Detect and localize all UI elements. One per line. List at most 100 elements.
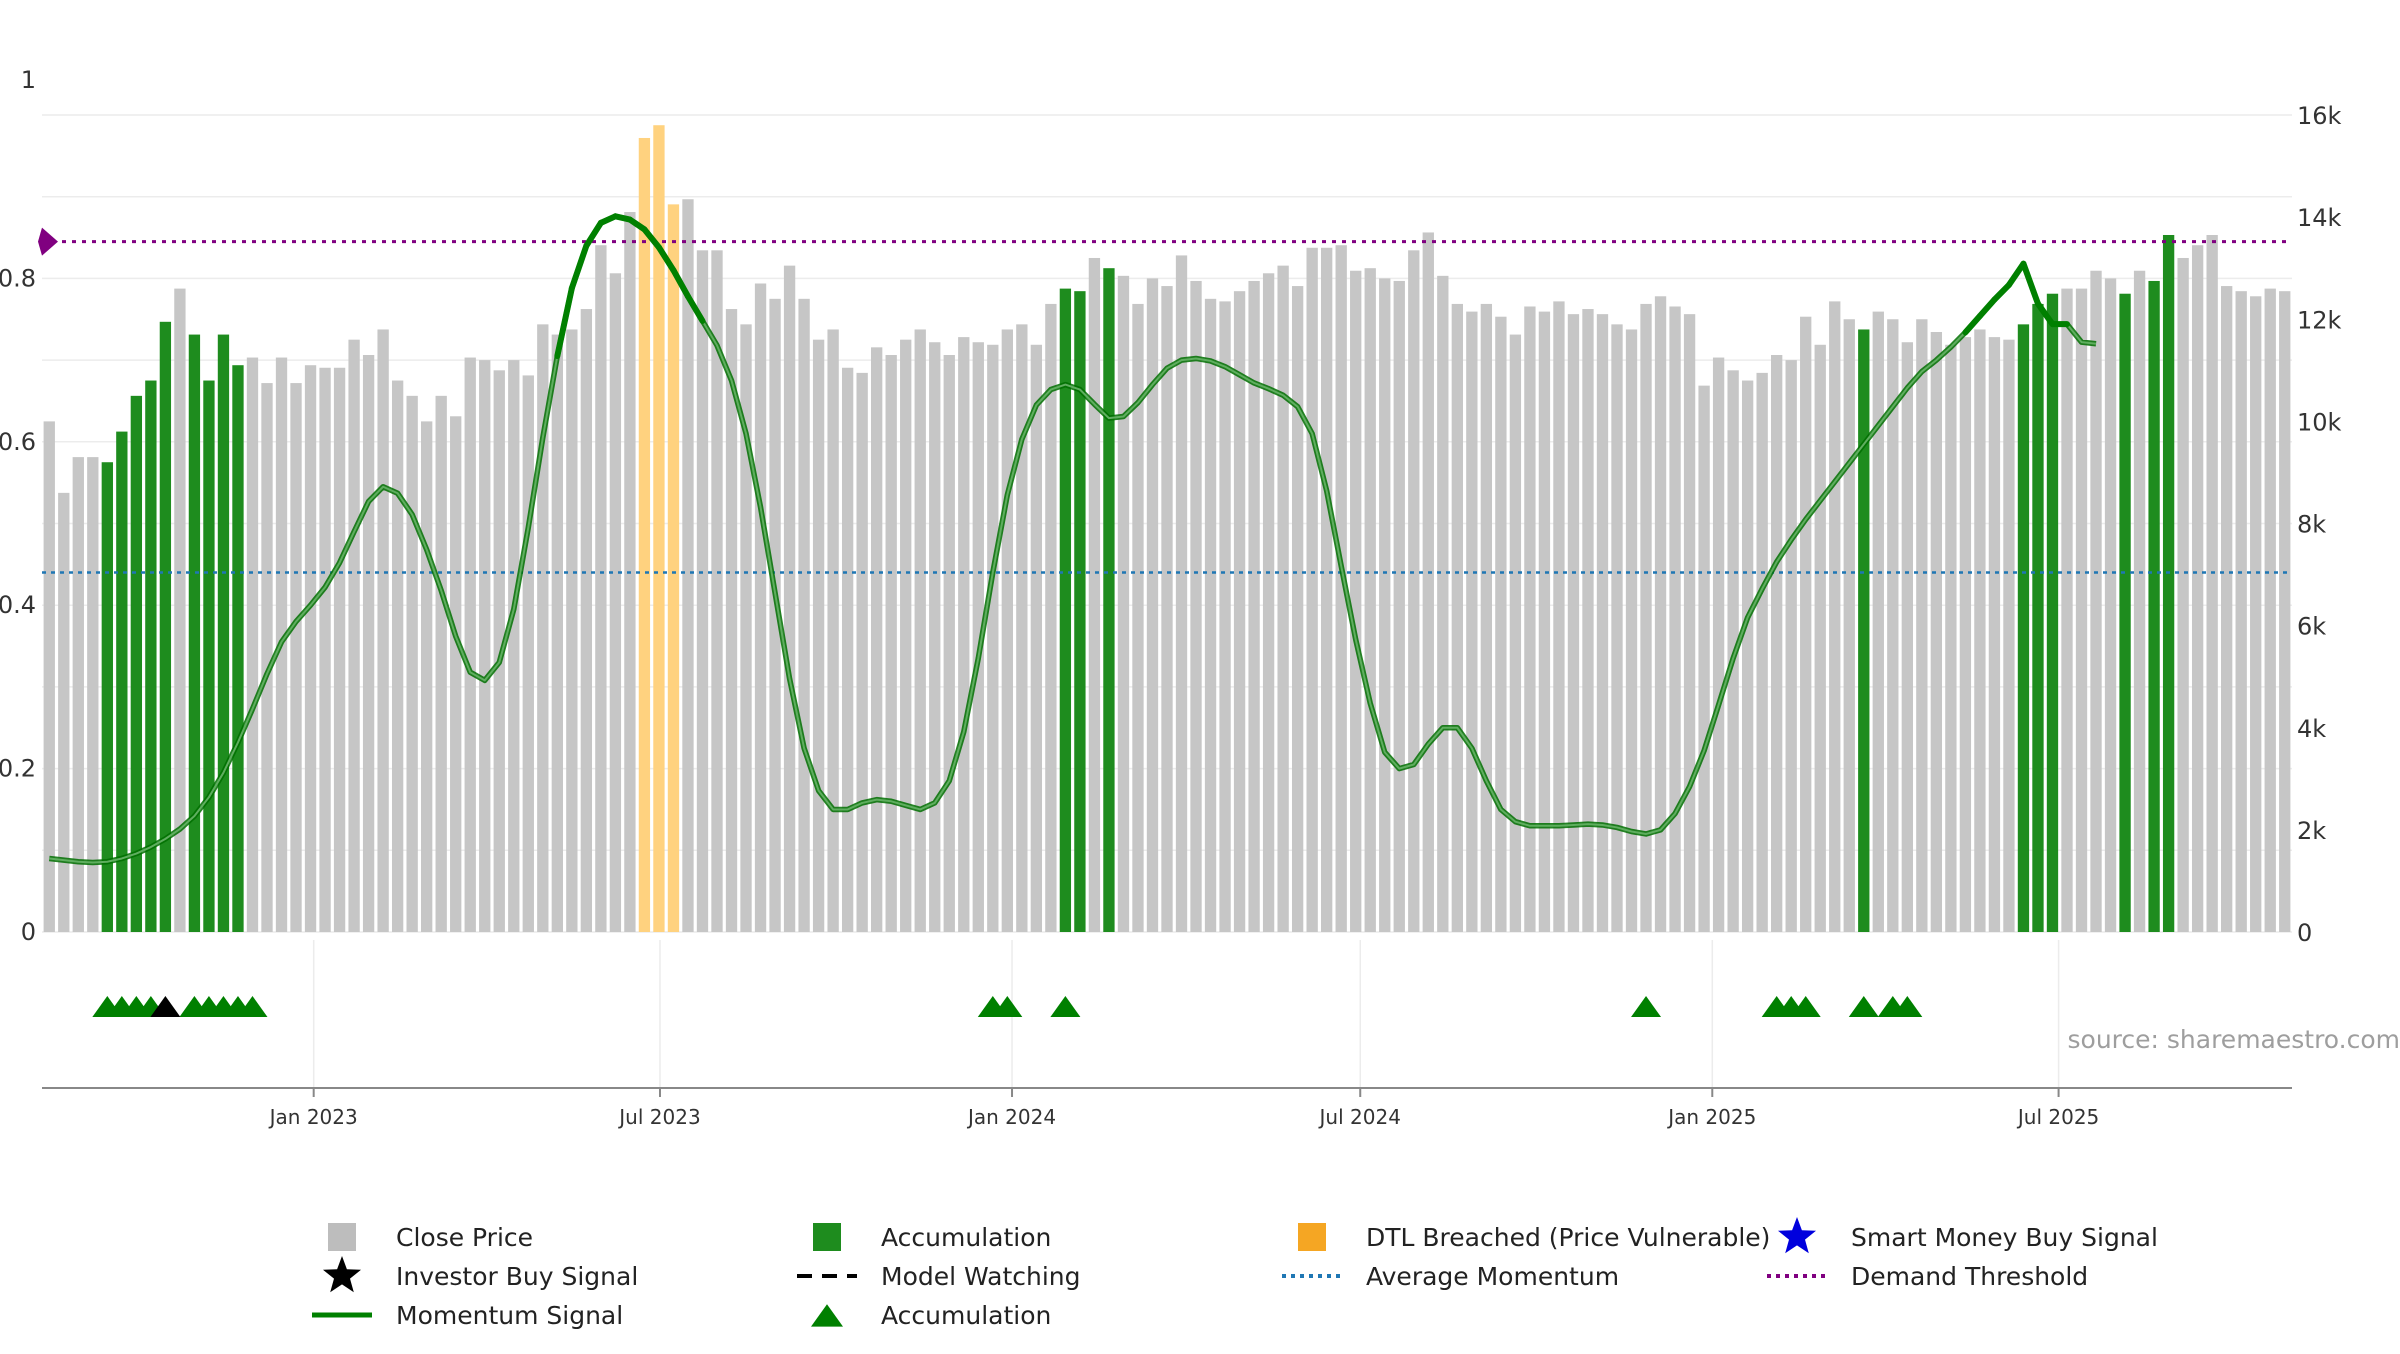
accumulation-triangle bbox=[1849, 996, 1879, 1017]
legend-item-demand: Demand Threshold bbox=[1767, 1262, 2088, 1291]
close-price-bar bbox=[915, 329, 926, 932]
close-price-bar bbox=[1989, 337, 2000, 932]
close-price-bar bbox=[2192, 245, 2203, 932]
close-price-bar bbox=[2076, 289, 2087, 932]
close-price-bar bbox=[392, 381, 403, 932]
close-price-bar bbox=[1742, 381, 1753, 932]
close-price-bar bbox=[1786, 360, 1797, 932]
close-price-bar bbox=[566, 329, 577, 932]
right-tick-label: 8k bbox=[2297, 511, 2326, 539]
close-price-bar bbox=[1205, 299, 1216, 932]
legend-item-dtl: DTL Breached (Price Vulnerable) bbox=[1298, 1223, 1770, 1252]
close-price-bar bbox=[1394, 281, 1405, 932]
close-price-bar bbox=[2090, 271, 2101, 932]
close-price-bar bbox=[1553, 301, 1564, 932]
momentum-segment bbox=[1980, 300, 1995, 316]
right-tick-label: 10k bbox=[2297, 408, 2342, 436]
accumulation-triangle bbox=[1050, 996, 1080, 1017]
right-tick-label: 4k bbox=[2297, 715, 2326, 743]
close-price-bar bbox=[1292, 286, 1303, 932]
close-price-bar bbox=[1771, 355, 1782, 932]
close-price-bar bbox=[1713, 358, 1724, 932]
close-price-bar bbox=[1916, 319, 1927, 932]
momentum-segment bbox=[572, 246, 587, 288]
close-price-bar bbox=[755, 284, 766, 932]
close-price-bar bbox=[1829, 301, 1840, 932]
close-price-bar bbox=[1510, 335, 1521, 932]
momentum-segment bbox=[2009, 264, 2024, 285]
close-price-bar bbox=[2105, 278, 2116, 932]
close-price-bar bbox=[58, 493, 69, 932]
accumulation-bar bbox=[232, 365, 243, 932]
close-price-bar bbox=[174, 289, 185, 932]
close-price-bar bbox=[319, 368, 330, 932]
legend-label: Model Watching bbox=[881, 1262, 1081, 1291]
close-price-bar bbox=[1669, 306, 1680, 932]
legend-label: Average Momentum bbox=[1366, 1262, 1619, 1291]
close-price-bar bbox=[1800, 317, 1811, 932]
left-tick-label: 0.6 bbox=[0, 428, 36, 456]
close-price-bar bbox=[377, 329, 388, 932]
close-price-bar bbox=[479, 360, 490, 932]
close-price-bar bbox=[2279, 291, 2290, 932]
legend-item-accum_tri: Accumulation bbox=[811, 1301, 1051, 1330]
close-price-bar bbox=[1031, 345, 1042, 932]
legend-label: Investor Buy Signal bbox=[396, 1262, 638, 1291]
accumulation-bar bbox=[2119, 294, 2130, 932]
close-price-bar bbox=[958, 337, 969, 932]
close-price-bar bbox=[987, 345, 998, 932]
demand-threshold-marker bbox=[38, 228, 58, 256]
close-price-bar bbox=[2236, 291, 2247, 932]
close-price-bar bbox=[1190, 281, 1201, 932]
right-tick-label: 6k bbox=[2297, 613, 2326, 641]
dtl-breached-bar bbox=[668, 204, 679, 932]
accumulation-bar bbox=[2163, 235, 2174, 932]
left-tick-label: 0.4 bbox=[0, 591, 36, 619]
price-bars bbox=[44, 125, 2291, 932]
left-axis-top-label: 1 bbox=[21, 66, 36, 94]
close-price-bar bbox=[1597, 314, 1608, 932]
close-price-bar bbox=[348, 340, 359, 932]
close-price-bar bbox=[1408, 250, 1419, 932]
accumulation-bar bbox=[2047, 294, 2058, 932]
legend-item-avg: Average Momentum bbox=[1282, 1262, 1619, 1291]
close-price-bar bbox=[552, 335, 563, 932]
close-price-bar bbox=[1045, 304, 1056, 932]
close-price-bar bbox=[1161, 286, 1172, 932]
close-price-bar bbox=[523, 375, 534, 932]
close-price-bar bbox=[2221, 286, 2232, 932]
close-price-bar bbox=[595, 245, 606, 932]
close-price-bar bbox=[247, 358, 258, 932]
close-price-bar bbox=[842, 368, 853, 932]
close-price-bar bbox=[2177, 258, 2188, 932]
close-price-bar bbox=[1452, 304, 1463, 932]
close-price-bar bbox=[1481, 304, 1492, 932]
close-price-bar bbox=[290, 383, 301, 932]
close-price-bar bbox=[929, 342, 940, 932]
legend-item-momentum: Momentum Signal bbox=[312, 1301, 623, 1330]
accumulation-bar bbox=[189, 335, 200, 932]
accumulation-bar bbox=[218, 335, 229, 932]
close-price-bar bbox=[581, 309, 592, 932]
accumulation-bar bbox=[1103, 268, 1114, 932]
close-price-bar bbox=[2250, 296, 2261, 932]
close-price-bar bbox=[1974, 329, 1985, 932]
signal-markers bbox=[92, 996, 1922, 1017]
close-price-bar bbox=[450, 416, 461, 932]
close-price-bar bbox=[798, 299, 809, 932]
close-price-bar bbox=[1263, 273, 1274, 932]
legend-item-investor: Investor Buy Signal bbox=[323, 1256, 638, 1292]
close-price-bar bbox=[2207, 235, 2218, 932]
close-price-bar bbox=[827, 329, 838, 932]
close-price-bar bbox=[2003, 340, 2014, 932]
close-price-bar bbox=[871, 347, 882, 932]
close-price-bar bbox=[1219, 301, 1230, 932]
close-price-bar bbox=[421, 421, 432, 932]
close-price-bar bbox=[1655, 296, 1666, 932]
right-tick-label: 14k bbox=[2297, 204, 2342, 232]
close-price-bar bbox=[813, 340, 824, 932]
close-price-bar bbox=[1423, 232, 1434, 932]
close-price-bar bbox=[1611, 324, 1622, 932]
close-price-bar bbox=[1234, 291, 1245, 932]
close-price-bar bbox=[1365, 268, 1376, 932]
